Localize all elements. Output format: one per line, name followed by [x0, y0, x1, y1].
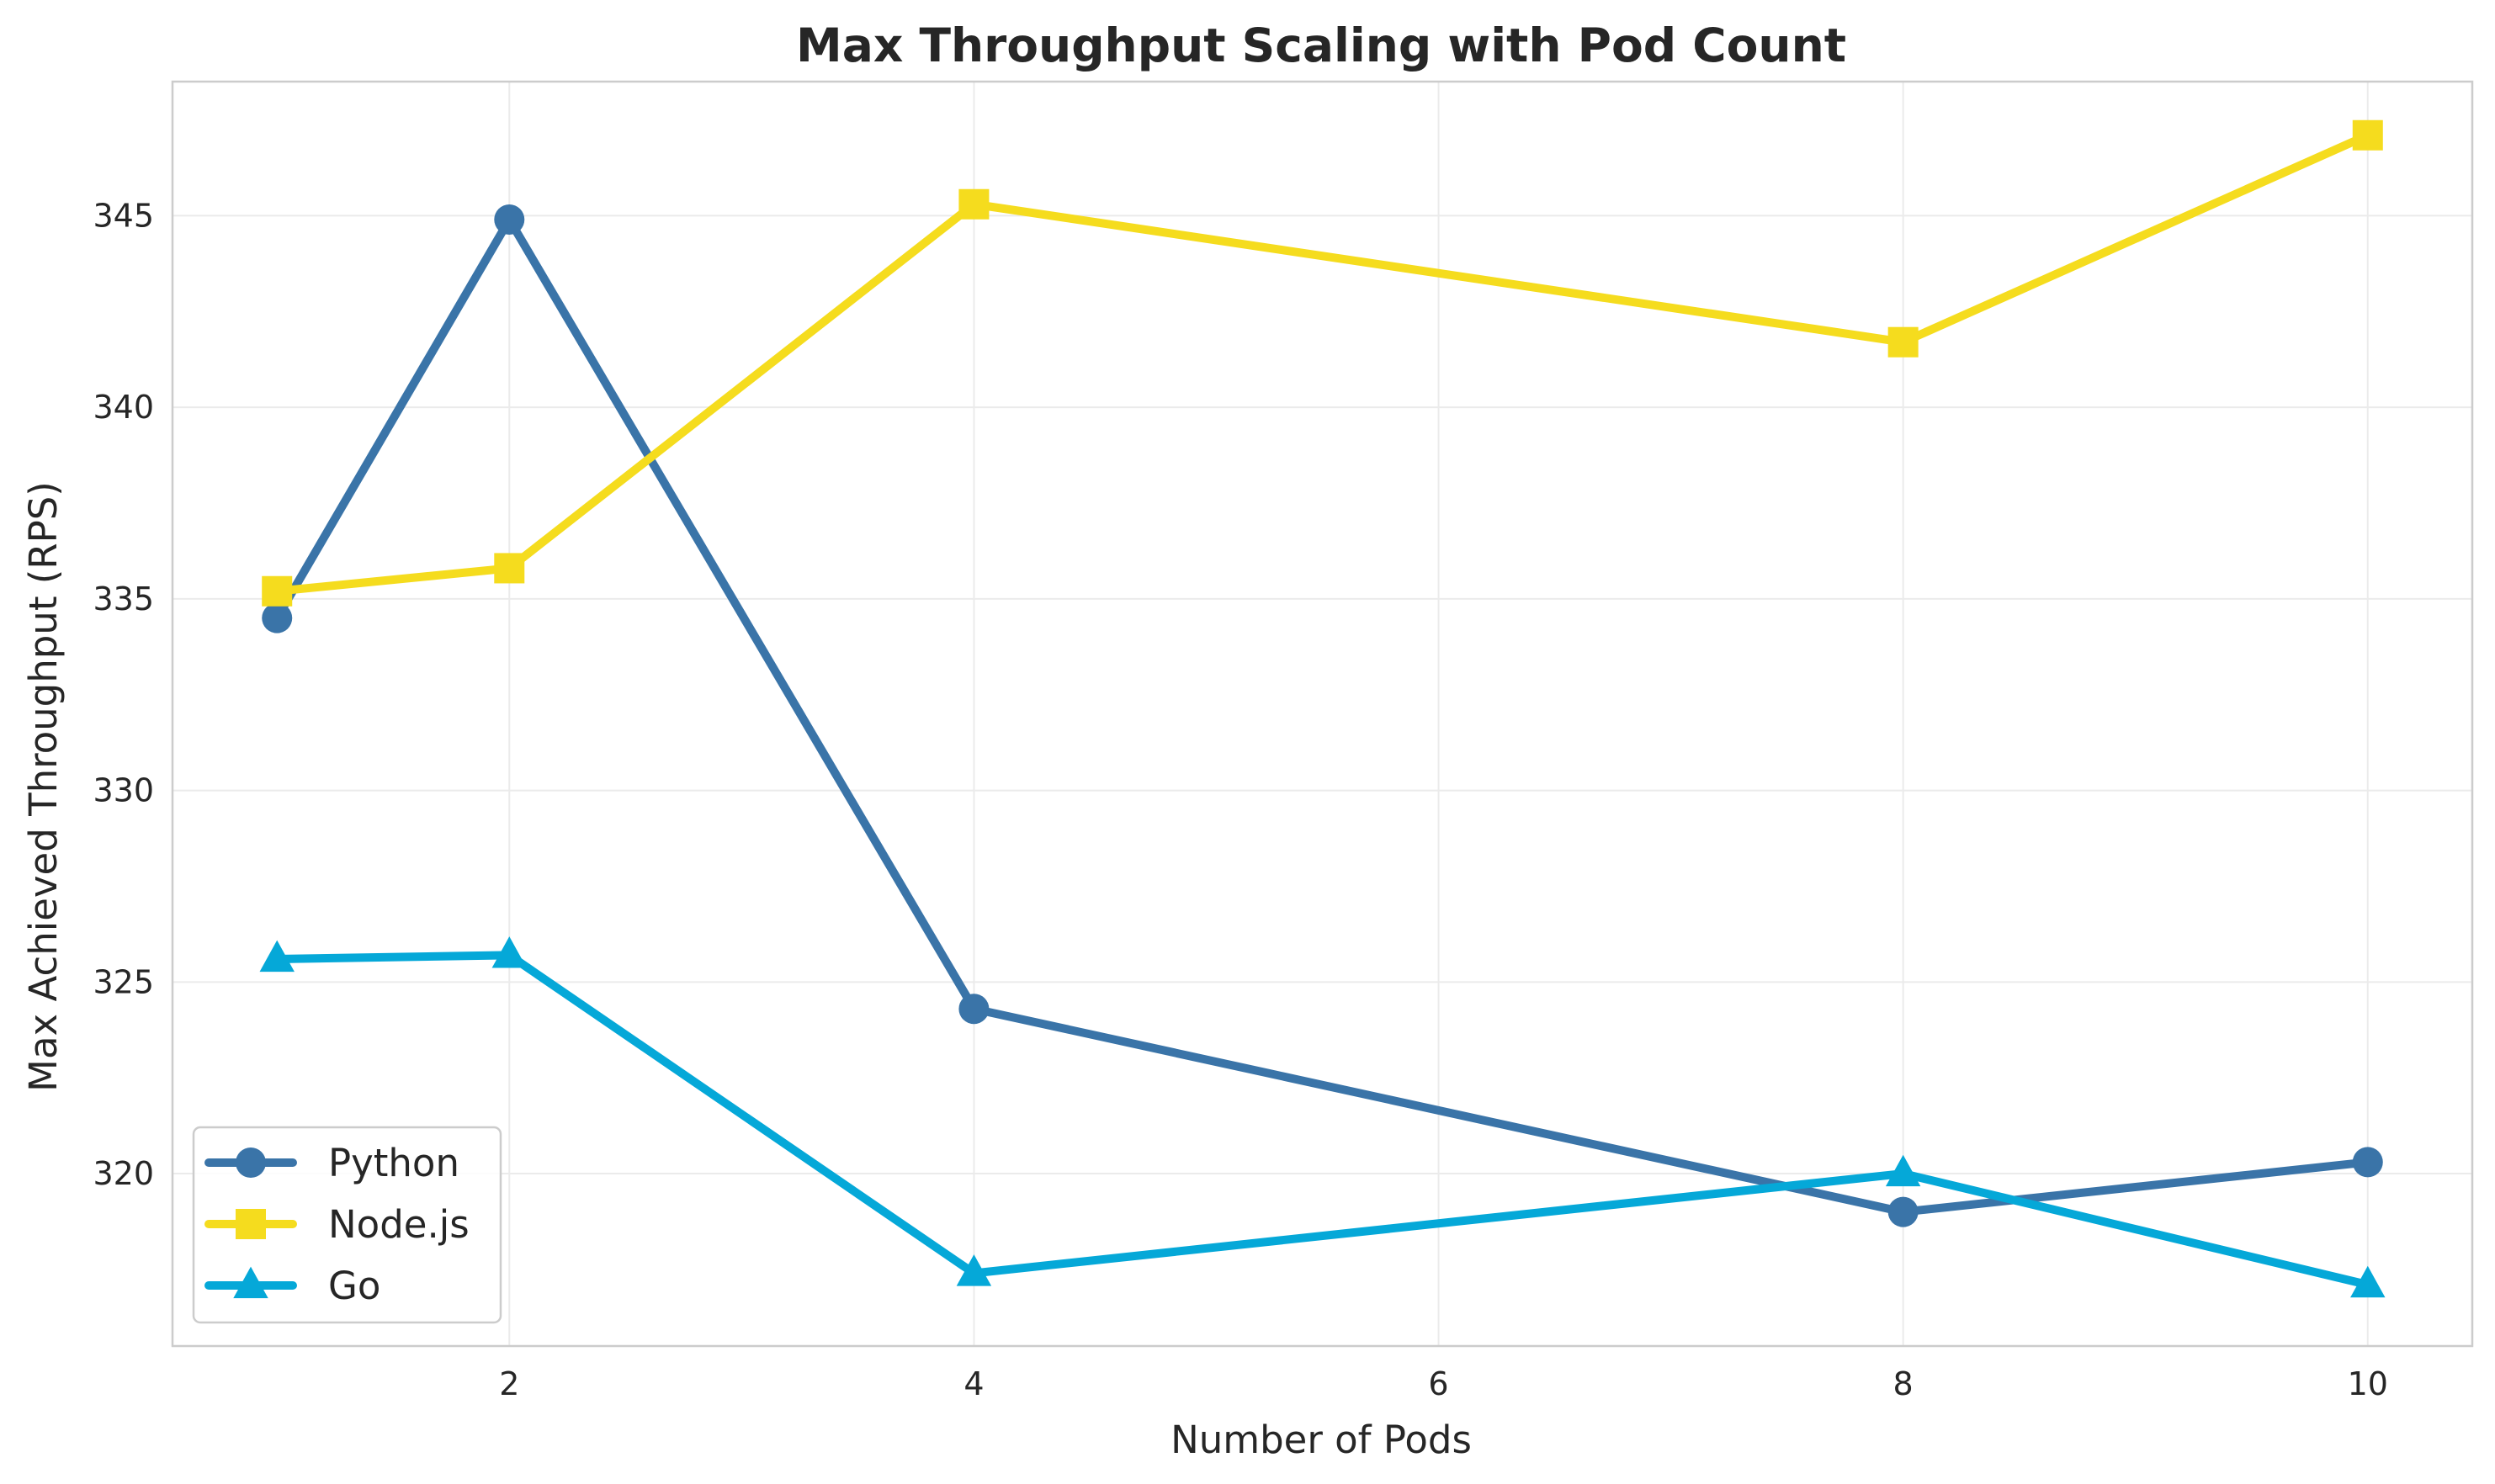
chart-title: Max Throughput Scaling with Pod Count	[796, 19, 1846, 72]
data-point	[259, 940, 295, 973]
data-point	[494, 204, 525, 235]
y-tick-label: 340	[93, 389, 154, 426]
data-point	[956, 1254, 992, 1286]
x-tick-label: 10	[2348, 1365, 2388, 1402]
x-tick-label: 8	[1893, 1365, 1914, 1402]
x-axis-label: Number of Pods	[1171, 1418, 1472, 1462]
legend-label: Python	[328, 1141, 459, 1185]
y-tick-label: 330	[93, 772, 154, 809]
legend-swatch-marker	[233, 1266, 268, 1299]
data-point	[262, 575, 293, 607]
y-axis-label: Max Achieved Throughput (RPS)	[21, 481, 66, 1092]
plot-frame	[171, 80, 2474, 1348]
grid	[173, 82, 2472, 1346]
data-point	[1887, 1196, 1919, 1227]
legend-item: Python	[204, 1141, 459, 1185]
legend-label: Go	[328, 1264, 380, 1308]
y-tick-label: 325	[93, 963, 154, 1000]
x-tick-label: 2	[499, 1365, 519, 1402]
data-point	[2352, 1147, 2383, 1178]
data-point	[491, 936, 527, 968]
y-tick-label: 335	[93, 580, 154, 617]
data-point	[2352, 119, 2383, 151]
legend-label: Node.js	[328, 1202, 470, 1247]
x-tick-label: 6	[1428, 1365, 1448, 1402]
data-point	[262, 602, 293, 633]
y-tick-label: 345	[93, 197, 154, 234]
legend-item: Go	[204, 1264, 380, 1308]
series-group	[259, 119, 2386, 1298]
series-go	[259, 936, 2386, 1298]
data-point	[494, 553, 525, 584]
series-node-js	[262, 119, 2383, 607]
data-point	[958, 994, 990, 1025]
series-python	[262, 204, 2383, 1227]
data-point	[2350, 1265, 2386, 1298]
data-point	[1887, 326, 1919, 358]
y-tick-labels: 320 325 330 335 340 345	[93, 197, 154, 1192]
y-tick-label: 320	[93, 1155, 154, 1192]
x-tick-label: 4	[963, 1365, 984, 1402]
x-tick-labels: 2 4 6 8 10	[499, 1365, 2388, 1402]
data-point	[1885, 1154, 1921, 1187]
data-point	[958, 188, 990, 220]
legend-box	[192, 1126, 502, 1324]
legend-item: Node.js	[204, 1202, 470, 1247]
legend-swatch-marker	[236, 1147, 266, 1178]
legend-swatch-marker	[236, 1209, 266, 1239]
legend: Python Node.js Go	[192, 1126, 502, 1324]
